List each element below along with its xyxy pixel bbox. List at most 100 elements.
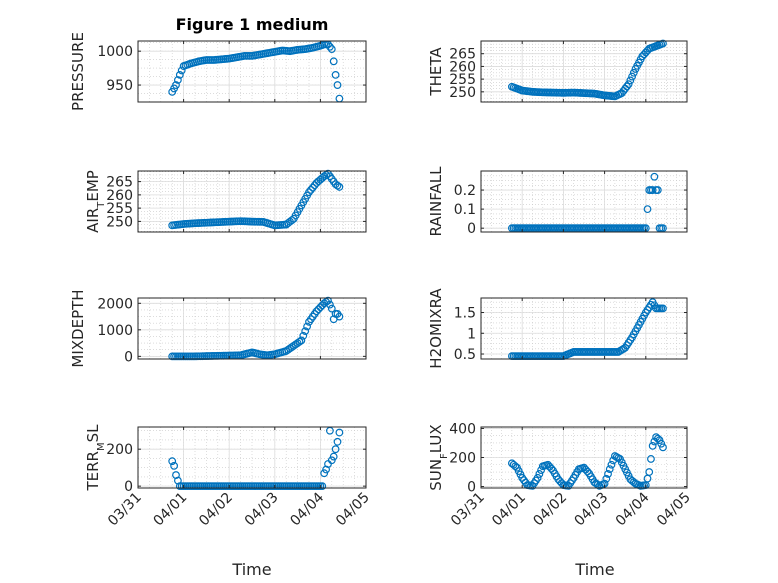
data-point-interp bbox=[318, 41, 327, 49]
x-axis-label-left: Time bbox=[231, 560, 271, 579]
data-point bbox=[331, 70, 340, 79]
data-point-interp bbox=[261, 351, 270, 359]
data-point-interp bbox=[307, 44, 315, 53]
data-point bbox=[331, 445, 340, 454]
data-point-interp bbox=[246, 482, 255, 491]
data-point-interp bbox=[253, 349, 262, 358]
data-point-interp bbox=[626, 76, 635, 85]
data-point-interp bbox=[230, 53, 239, 62]
data-point-interp bbox=[301, 327, 310, 336]
data-point-interp bbox=[295, 204, 304, 213]
y-tick-label: 1 bbox=[467, 326, 476, 342]
data-point-interp bbox=[640, 224, 648, 233]
data-point bbox=[655, 436, 664, 444]
data-point-interp bbox=[647, 455, 655, 463]
data-point bbox=[324, 296, 332, 305]
data-point-interp bbox=[284, 47, 293, 55]
data-point bbox=[659, 443, 667, 452]
data-point bbox=[333, 81, 342, 89]
data-point-interp bbox=[200, 56, 209, 65]
subplot-5: 0 1000 2000 MIXDEPTH bbox=[69, 289, 367, 368]
data-point bbox=[327, 304, 336, 313]
data-point-interp bbox=[623, 82, 631, 91]
data-point-interp bbox=[604, 470, 612, 478]
axes-box bbox=[480, 40, 688, 103]
y-tick-label: 950 bbox=[106, 78, 133, 94]
x-tick-label: 04/05 bbox=[333, 490, 373, 530]
axes-box bbox=[137, 40, 367, 103]
x-tick-label: 04/04 bbox=[287, 489, 327, 529]
x-tick-label: 04/02 bbox=[530, 490, 570, 530]
data-point-interp bbox=[295, 337, 304, 346]
series-markers bbox=[508, 433, 667, 490]
x-tick-label: 04/02 bbox=[196, 490, 236, 530]
data-point-interp bbox=[288, 216, 296, 225]
y-tick-label: 1.5 bbox=[454, 306, 476, 322]
data-point-interp bbox=[261, 49, 270, 58]
y-tick-label: 250 bbox=[106, 214, 133, 230]
data-point-interp bbox=[643, 474, 652, 483]
data-point-interp bbox=[238, 52, 247, 61]
data-point-interp bbox=[303, 191, 312, 200]
y-tick-label: 255 bbox=[449, 72, 476, 88]
data-point-interp bbox=[621, 84, 630, 93]
data-point-interp bbox=[177, 352, 186, 361]
data-point-interp bbox=[602, 474, 611, 483]
axes-box bbox=[137, 426, 367, 489]
data-point-interp bbox=[316, 303, 325, 312]
y-axis-label: PRESSURE bbox=[69, 32, 87, 111]
series-markers bbox=[168, 426, 344, 491]
data-point-interp bbox=[628, 72, 636, 81]
data-point bbox=[333, 437, 342, 446]
data-point bbox=[327, 45, 336, 54]
data-point-interp bbox=[545, 462, 554, 471]
data-point bbox=[318, 482, 327, 491]
data-point-interp bbox=[189, 352, 198, 361]
x-axis-label-right: Time bbox=[574, 560, 614, 579]
y-tick-label: 255 bbox=[106, 201, 133, 217]
data-point-interp bbox=[326, 42, 334, 51]
data-point bbox=[659, 224, 667, 233]
data-point-interp bbox=[640, 311, 648, 320]
data-point-interp bbox=[612, 348, 621, 356]
data-point bbox=[650, 172, 659, 181]
y-axis-label: H2OMIXRA bbox=[427, 288, 445, 369]
data-point-interp bbox=[223, 482, 232, 491]
data-point-interp bbox=[535, 470, 544, 478]
data-point-interp bbox=[269, 48, 277, 57]
figure-title: Figure 1 medium bbox=[176, 15, 329, 34]
x-tick-label: 04/03 bbox=[242, 490, 282, 530]
y-tick-label: 2000 bbox=[97, 296, 133, 312]
data-point-interp bbox=[215, 55, 224, 64]
series-markers bbox=[168, 40, 344, 103]
data-point-interp bbox=[532, 476, 540, 485]
data-point-interp bbox=[192, 57, 201, 66]
y-axis-label: AIRTEMP bbox=[84, 170, 107, 233]
y-axis-label: MIXDEPTH bbox=[69, 289, 87, 367]
data-point-interp bbox=[234, 217, 243, 226]
data-point-interp bbox=[657, 439, 666, 448]
y-tick-label: 0.1 bbox=[454, 202, 476, 218]
data-point bbox=[175, 70, 184, 79]
subplot-1: 950 1000 PRESSURE bbox=[69, 32, 367, 111]
data-point-interp bbox=[641, 48, 650, 57]
data-point bbox=[335, 428, 344, 437]
data-point-interp bbox=[314, 482, 323, 491]
data-point-interp bbox=[581, 465, 590, 474]
data-point-interp bbox=[607, 460, 616, 469]
data-point-interp bbox=[286, 217, 294, 226]
data-point bbox=[168, 457, 177, 466]
data-point-interp bbox=[200, 482, 209, 491]
axes-box bbox=[137, 170, 367, 233]
data-point-interp bbox=[609, 92, 618, 101]
data-point-interp bbox=[211, 218, 220, 227]
y-axis-label: TERRMSL bbox=[84, 424, 107, 492]
data-point-interp bbox=[189, 219, 198, 228]
data-point-interp bbox=[509, 460, 518, 469]
data-point-interp bbox=[276, 46, 285, 55]
data-point-interp bbox=[246, 348, 255, 357]
data-point-interp bbox=[269, 220, 277, 229]
y-tick-label: 0 bbox=[124, 479, 133, 495]
